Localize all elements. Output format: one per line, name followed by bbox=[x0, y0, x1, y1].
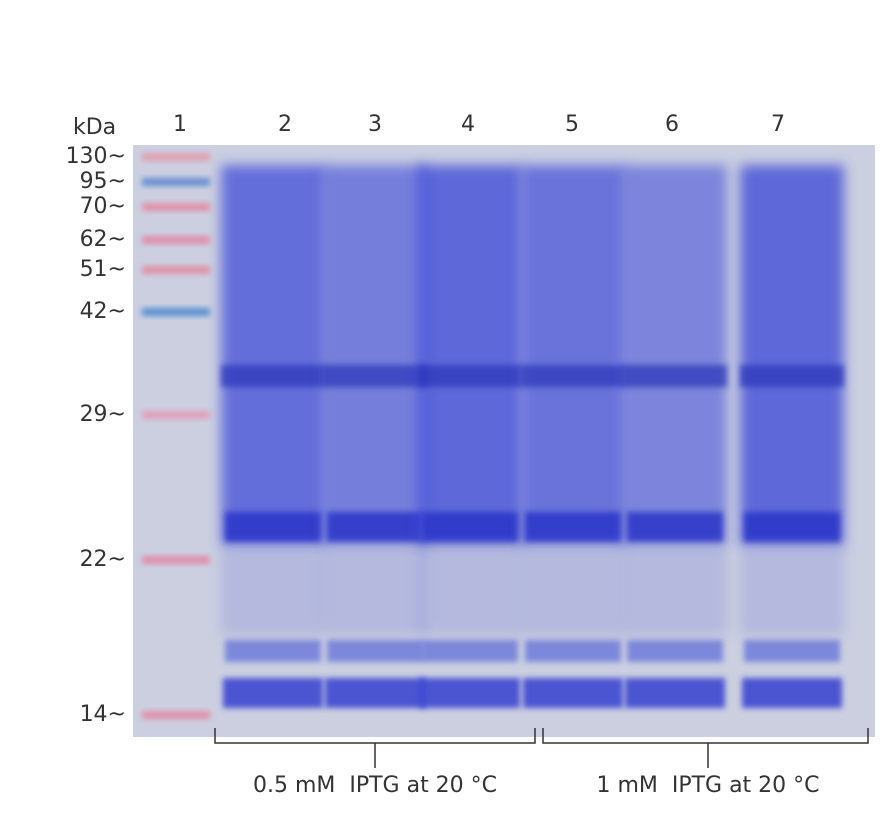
smear bbox=[418, 165, 522, 545]
labels: 1 2 3 4 5 6 7 130~95~70~ 62~ 51~ 42~ 29~ 22~ 14~ bbox=[66, 112, 785, 727]
lane-stains bbox=[221, 165, 844, 708]
lane-number: 2 bbox=[278, 112, 292, 137]
band bbox=[521, 365, 625, 387]
marker-label: 14~ bbox=[80, 702, 126, 727]
smear bbox=[323, 165, 427, 545]
band bbox=[740, 365, 844, 387]
marker-band bbox=[142, 266, 210, 274]
marker-band bbox=[142, 411, 210, 419]
band bbox=[225, 512, 321, 542]
band bbox=[744, 512, 840, 542]
smear bbox=[740, 165, 844, 545]
marker-label: 70~ bbox=[80, 194, 126, 219]
marker-band bbox=[142, 153, 210, 161]
band bbox=[627, 640, 723, 662]
marker-label: 51~ bbox=[80, 257, 126, 282]
band bbox=[742, 678, 842, 708]
marker-band bbox=[142, 711, 210, 719]
marker-band bbox=[142, 178, 210, 186]
band bbox=[625, 678, 725, 708]
marker-band bbox=[142, 236, 210, 244]
smear bbox=[221, 165, 325, 545]
marker-label: 62~ bbox=[80, 227, 126, 252]
marker-label: 130~ bbox=[66, 144, 126, 169]
marker-band bbox=[142, 203, 210, 211]
smear bbox=[521, 165, 625, 545]
band bbox=[623, 365, 727, 387]
band bbox=[422, 512, 518, 542]
band bbox=[525, 512, 621, 542]
marker-label: 29~ bbox=[80, 402, 126, 427]
condition-label: 1 mM IPTG at 20 °C bbox=[596, 773, 819, 798]
band bbox=[420, 678, 520, 708]
band bbox=[627, 512, 723, 542]
band bbox=[525, 640, 621, 662]
band bbox=[325, 678, 425, 708]
smear bbox=[323, 545, 427, 635]
smear bbox=[623, 545, 727, 635]
marker-label: 95~ bbox=[80, 169, 126, 194]
marker-label: 22~ bbox=[80, 547, 126, 572]
brackets bbox=[214, 728, 869, 768]
marker-band bbox=[142, 308, 210, 316]
lane-number: 4 bbox=[461, 112, 475, 137]
band bbox=[418, 365, 522, 387]
band bbox=[223, 678, 323, 708]
marker-band bbox=[142, 556, 210, 564]
unit-label: kDa bbox=[73, 115, 116, 140]
smear bbox=[740, 545, 844, 635]
smear bbox=[221, 545, 325, 635]
marker-bands bbox=[142, 153, 210, 719]
band bbox=[523, 678, 623, 708]
band bbox=[327, 512, 423, 542]
smear bbox=[623, 165, 727, 545]
lane-number: 5 bbox=[565, 112, 579, 137]
band bbox=[744, 640, 840, 662]
band bbox=[225, 640, 321, 662]
lane-number: 6 bbox=[665, 112, 679, 137]
smear bbox=[418, 545, 522, 635]
band bbox=[422, 640, 518, 662]
band bbox=[323, 365, 427, 387]
band bbox=[221, 365, 325, 387]
band bbox=[327, 640, 423, 662]
lane-number: 3 bbox=[368, 112, 382, 137]
lane-number: 1 bbox=[173, 112, 187, 137]
marker-label: 42~ bbox=[80, 299, 126, 324]
smear bbox=[521, 545, 625, 635]
condition-label: 0.5 mM IPTG at 20 °C bbox=[253, 773, 497, 798]
lane-number: 7 bbox=[771, 112, 785, 137]
